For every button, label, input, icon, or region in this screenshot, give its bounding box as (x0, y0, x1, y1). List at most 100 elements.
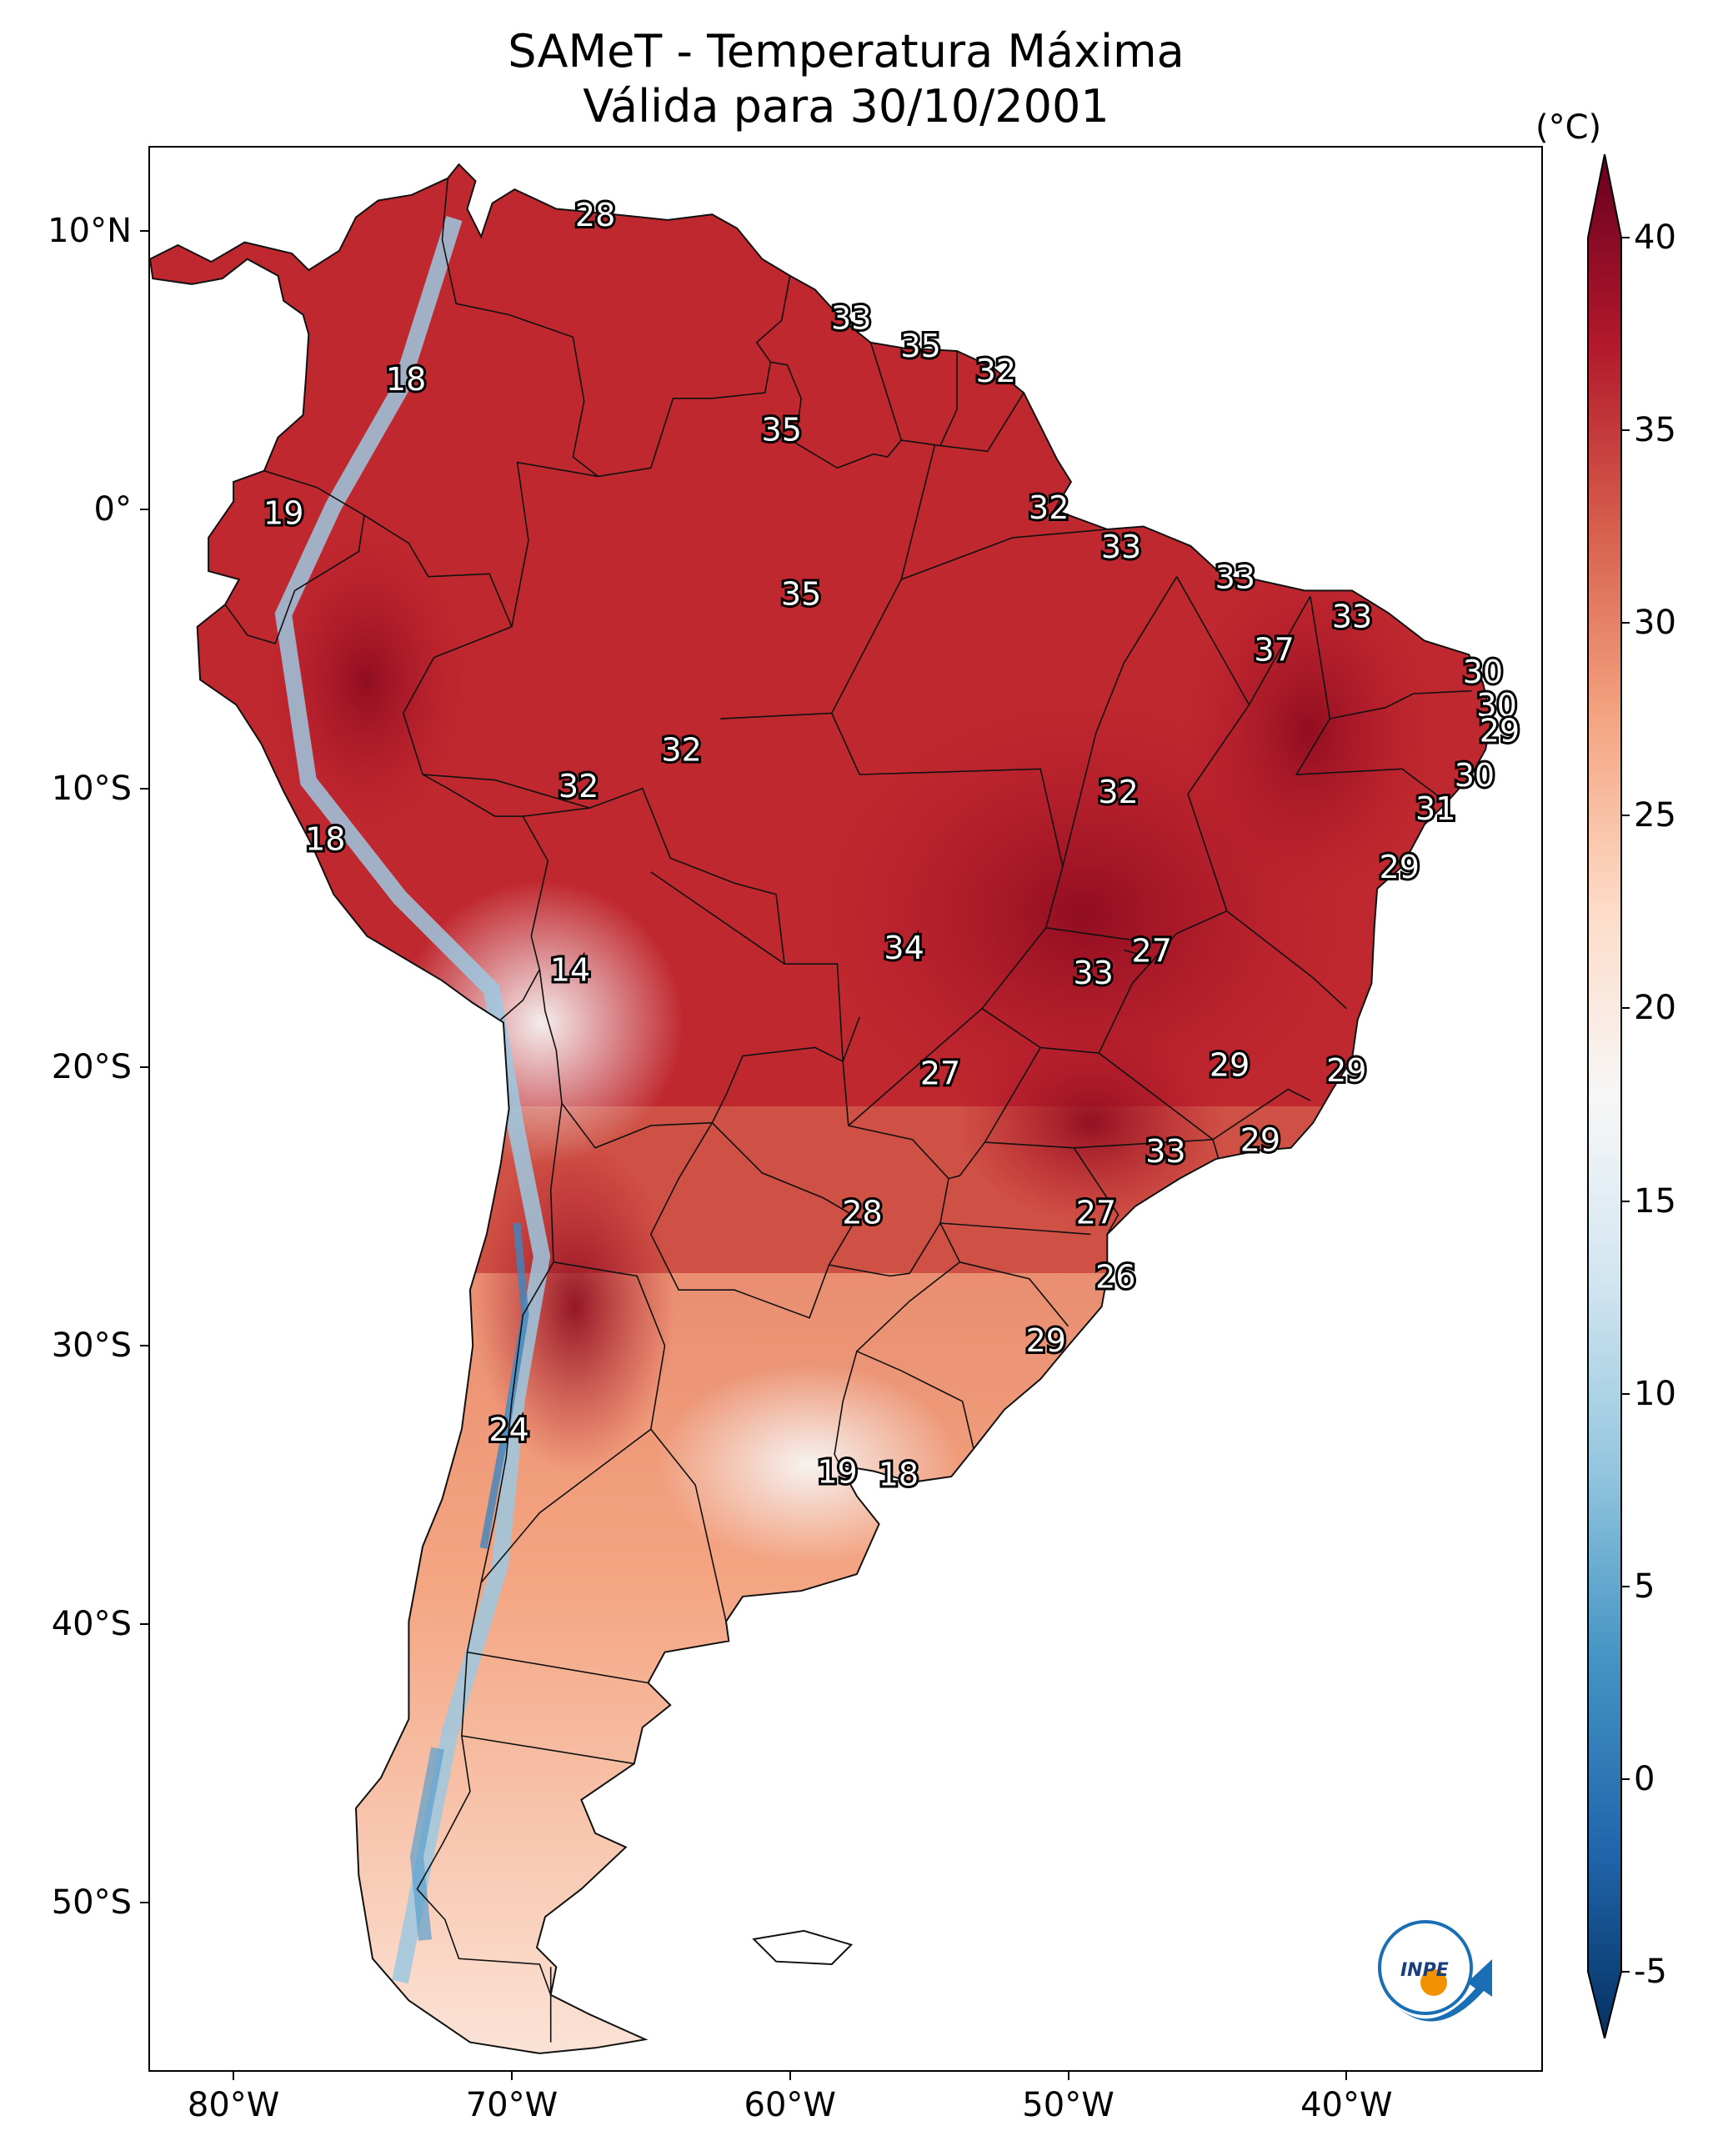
colorbar-tick-label: 35 (1634, 411, 1676, 450)
logo-ring (1378, 1920, 1473, 2015)
border-line-4 (939, 392, 1024, 453)
border-line-34 (959, 1261, 1069, 1327)
map-title-line2: Válida para 30/10/2001 (583, 80, 1109, 133)
temperature-label: 18 (386, 361, 426, 398)
border-line-36 (649, 1122, 830, 1319)
colorbar-tick-mark (1621, 1585, 1630, 1587)
coastline (150, 163, 1492, 2054)
border-line-30 (948, 1047, 1041, 1180)
border-line-7 (363, 514, 513, 628)
temperature-label: 31 (1415, 790, 1455, 827)
colorbar-tick-label: 20 (1634, 989, 1676, 1028)
temperature-label: 26 (1095, 1258, 1135, 1295)
temperature-label: 33 (1073, 955, 1113, 991)
temperature-label: 30 (1455, 757, 1495, 794)
longitude-tick-label: 50°W (1022, 2086, 1114, 2124)
colorbar-tick-label: 15 (1634, 1181, 1676, 1221)
latitude-tick-mark (140, 1345, 148, 1347)
longitude-tick-label: 80°W (187, 2086, 280, 2124)
colorbar-tick-mark (1621, 1777, 1630, 1780)
map-panel: 28 33 35 32 18 35 19 32 33 33 35 33 37 30 30 29 32 32 32 30… (148, 146, 1543, 2072)
longitude-tick-label: 60°W (744, 2086, 836, 2124)
border-line-23 (1248, 595, 1311, 705)
border-line-2 (770, 342, 903, 469)
longitude-tick-mark (1067, 2072, 1069, 2080)
border-line-1 (598, 275, 791, 478)
temperature-label: 18 (879, 1457, 919, 1493)
temperature-label: 18 (305, 821, 345, 858)
border-line-17 (859, 768, 1064, 867)
temperature-label: 29 (1480, 712, 1520, 749)
temperature-label: 29 (1240, 1122, 1280, 1159)
latitude-tick-label: 0° (93, 490, 132, 529)
latitude-tick-mark (140, 1902, 148, 1904)
longitude-tick-mark (233, 2072, 235, 2080)
temperature-label: 33 (1332, 598, 1372, 634)
longitude-tick-mark (789, 2072, 791, 2080)
border-line-15 (650, 871, 785, 965)
border-line-37 (553, 1261, 727, 1622)
border-line-8 (523, 787, 860, 1062)
colorbar-tick-label: 30 (1634, 604, 1676, 643)
temperature-label: 32 (1098, 774, 1138, 810)
temperature-label: 32 (558, 768, 599, 805)
temperature-label: 32 (661, 732, 701, 769)
temperature-label: 14 (550, 952, 590, 989)
logo-text: INPE (1400, 1960, 1449, 1981)
colorbar-tick-mark (1621, 1971, 1630, 1973)
temperature-label: 35 (900, 328, 940, 364)
border-line-29 (848, 927, 1047, 1126)
colorbar-tick-label: 25 (1634, 796, 1676, 835)
colorbar-tick-mark (1621, 429, 1630, 432)
temperature-label: 29 (1380, 849, 1420, 885)
temperature-label: 19 (817, 1453, 857, 1490)
border-line-33 (1098, 1052, 1311, 1141)
temperature-label: 32 (976, 353, 1016, 389)
temperature-label: 33 (831, 300, 871, 337)
latitude-tick-mark (140, 230, 148, 233)
colorbar-tick-mark (1621, 237, 1630, 238)
temperature-label: 27 (1076, 1195, 1116, 1231)
falkland-islands (752, 1929, 854, 1966)
temperature-label: 30 (1476, 687, 1516, 724)
temperature-label: 19 (263, 495, 303, 532)
latitude-tick-label: 30°S (51, 1326, 132, 1366)
colorbar-tick-label: 40 (1634, 218, 1676, 257)
border-line-35 (939, 1222, 1091, 1236)
border-line-24 (1310, 595, 1472, 720)
colorbar (1587, 154, 1622, 2038)
cool-area-altiplano (400, 881, 684, 1165)
longitude-tick-mark (510, 2072, 513, 2080)
logo-swoosh (1384, 1959, 1492, 2022)
temperature-label: 29 (1210, 1046, 1250, 1083)
temperature-label: 35 (781, 576, 821, 613)
latitude-tick-mark (140, 509, 148, 511)
border-line-20 (901, 529, 1108, 580)
border-line-9 (538, 969, 844, 1149)
colorbar-tick-label: -5 (1634, 1953, 1667, 1991)
colorbar-unit: (°C) (1535, 108, 1602, 147)
country-borders (224, 178, 1472, 2043)
temperature-label: 35 (762, 411, 802, 448)
temperature-label: 27 (920, 1055, 960, 1091)
border-line-21 (1062, 576, 1178, 867)
longitude-tick-label: 70°W (465, 2086, 558, 2124)
border-line-38 (480, 1428, 652, 1583)
border-line-26 (1226, 910, 1347, 1010)
colorbar-tick-mark (1621, 815, 1630, 817)
longitude-tick-mark (1345, 2072, 1348, 2080)
andes-cold-south (409, 1747, 444, 1941)
inpe-logo: INPE (1378, 1920, 1492, 2022)
border-line-27 (1044, 865, 1144, 957)
border-line-0 (441, 178, 599, 478)
logo-sun (1420, 1969, 1447, 1996)
colorbar-tick-mark (1621, 1007, 1630, 1010)
temperature-label: 28 (842, 1195, 882, 1231)
border-line-22 (1176, 576, 1250, 935)
latitude-tick-mark (140, 1065, 148, 1068)
temperature-label: 32 (1029, 489, 1069, 526)
temperature-label: 27 (1132, 932, 1172, 969)
temperature-label: 37 (1254, 631, 1294, 668)
